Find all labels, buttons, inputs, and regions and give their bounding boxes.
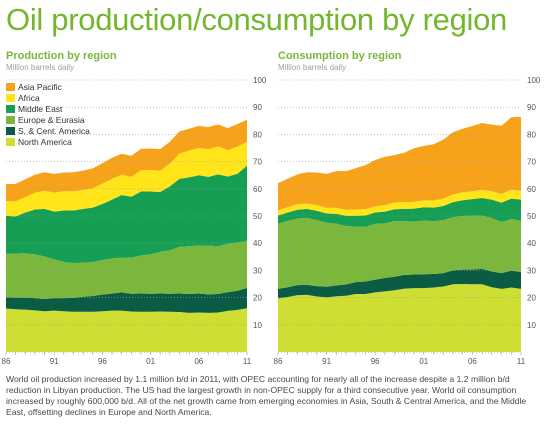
production-x-tick-label: 11	[243, 357, 252, 366]
consumption-x-tick-label: 91	[322, 357, 331, 366]
production-y-tick-label: 50	[253, 212, 262, 221]
production-x-tick-label: 96	[98, 357, 107, 366]
legend-label-africa: Africa	[18, 93, 40, 103]
production-y-tick-label: 30	[253, 266, 262, 275]
production-y-tick-label: 60	[253, 185, 262, 194]
consumption-y-tick-label: 100	[527, 76, 541, 85]
production-area-s-and-cent-america	[6, 288, 247, 313]
consumption-x-tick-label: 06	[468, 357, 477, 366]
consumption-area-north-america	[278, 284, 521, 352]
consumption-chart-title: Consumption by region	[278, 50, 402, 62]
caption-text: World oil production increased by 1.1 mi…	[6, 374, 527, 417]
legend-swatch-europe-and-eurasia	[6, 116, 15, 124]
production-chart-subtitle: Million barrels daily	[6, 63, 75, 72]
consumption-x-tick-label: 86	[274, 357, 283, 366]
production-x-tick-label: 01	[146, 357, 155, 366]
production-y-tick-label: 10	[253, 321, 262, 330]
consumption-area-africa	[278, 189, 521, 216]
legend-swatch-asia-pacific	[6, 83, 15, 91]
production-y-tick-label: 80	[253, 130, 262, 139]
production-x-tick-label: 86	[2, 357, 11, 366]
legend-label-north-america: North America	[18, 137, 72, 147]
production-area-europe-and-eurasia	[6, 241, 247, 299]
legend-swatch-africa	[6, 94, 15, 102]
consumption-y-tick-label: 10	[527, 321, 536, 330]
production-y-tick-label: 70	[253, 158, 262, 167]
production-chart-title: Production by region	[6, 50, 117, 62]
consumption-area-asia-pacific	[278, 116, 521, 211]
production-area-middle-east	[6, 165, 247, 264]
production-chart: 10 20 30 40 50 60 70 80 90 100 86 91 96 01 06 11 Asia Pa…	[2, 76, 267, 366]
consumption-x-tick-label: 96	[371, 357, 380, 366]
production-y-tick-label: 40	[253, 239, 262, 248]
production-y-tick-label: 100	[253, 76, 267, 85]
legend-swatch-s-and-cent-america	[6, 127, 15, 135]
page-title: Oil production/consumption by region	[6, 2, 507, 37]
legend-label-europe-and-eurasia: Europe & Eurasia	[18, 115, 85, 125]
legend-label-s-and-cent-america: S. & Cent. America	[18, 126, 90, 136]
production-area-north-america	[6, 308, 247, 352]
consumption-chart-subtitle: Million barrels daily	[278, 63, 347, 72]
legend-label-asia-pacific: Asia Pacific	[18, 82, 63, 92]
legend-swatch-middle-east	[6, 105, 15, 113]
consumption-y-tick-label: 20	[527, 294, 536, 303]
consumption-y-tick-label: 30	[527, 266, 536, 275]
production-x-tick-label: 91	[50, 357, 59, 366]
consumption-y-tick-label: 80	[527, 130, 536, 139]
consumption-y-tick-label: 40	[527, 239, 536, 248]
production-y-tick-label: 90	[253, 103, 262, 112]
production-area-africa	[6, 141, 247, 217]
consumption-area-middle-east	[278, 198, 521, 227]
consumption-chart: 10 20 30 40 50 60 70 80 90 100 86 91 96 01 06 11	[274, 76, 541, 366]
consumption-y-tick-label: 60	[527, 185, 536, 194]
consumption-y-tick-label: 90	[527, 103, 536, 112]
consumption-area-s-and-cent-america	[278, 268, 521, 299]
consumption-x-tick-label: 01	[419, 357, 428, 366]
production-y-tick-label: 20	[253, 294, 262, 303]
consumption-y-tick-label: 50	[527, 212, 536, 221]
production-area-asia-pacific	[6, 119, 247, 202]
legend-label-middle-east: Middle East	[18, 104, 63, 114]
production-x-tick-label: 06	[194, 357, 203, 366]
consumption-x-tick-label: 11	[517, 357, 526, 366]
consumption-y-tick-label: 70	[527, 158, 536, 167]
legend-swatch-north-america	[6, 138, 15, 146]
